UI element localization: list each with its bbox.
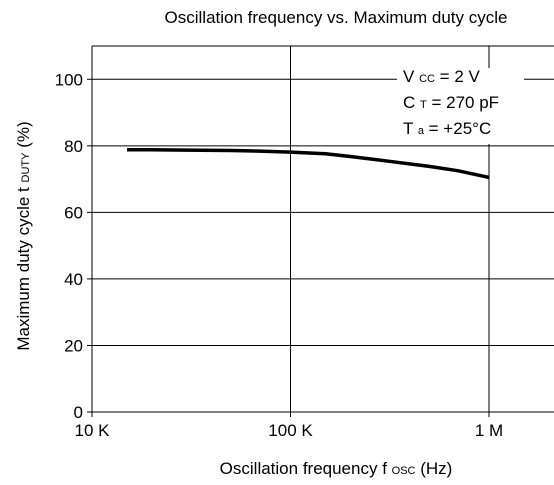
y-tick-label: 20: [64, 336, 83, 355]
x-tick-label: 100 K: [268, 421, 313, 440]
x-tick-label: 1 M: [475, 421, 503, 440]
annotation-text: T a = +25°C: [403, 119, 491, 138]
series-line: [127, 148, 490, 180]
y-tick-label: 0: [74, 403, 83, 422]
y-tick-label: 40: [64, 270, 83, 289]
x-tick-label: 10 K: [75, 421, 111, 440]
annotation-background: [397, 68, 524, 144]
annotation-text: V CC = 2 V: [403, 67, 481, 86]
y-tick-label: 60: [64, 203, 83, 222]
chart-title: Oscillation frequency vs. Maximum duty c…: [165, 8, 508, 27]
y-tick-label: 100: [55, 70, 83, 89]
y-tick-label: 80: [64, 137, 83, 156]
annotation-text: C T = 270 pF: [403, 93, 499, 112]
x-axis-label: Oscillation frequency f OSC (Hz): [220, 459, 453, 478]
y-axis-label: Maximum duty cycle t DUTY (%): [14, 121, 33, 350]
